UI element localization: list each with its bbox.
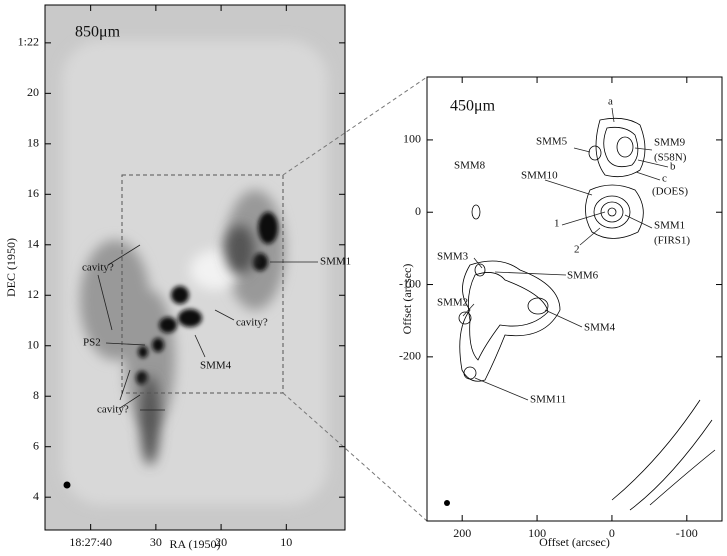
plot-frame: [426, 76, 723, 522]
panel-title: 450μm: [450, 98, 496, 115]
annotation: SMM9: [654, 137, 686, 149]
y-axis-label: DEC (1950): [4, 238, 18, 297]
grayscale-image: [45, 5, 345, 530]
annotation: SMM11: [530, 394, 566, 406]
annotation: PS2: [83, 337, 101, 349]
y-tick-label: 20: [27, 85, 39, 99]
annotation: cavity?: [82, 262, 114, 274]
pointers: [462, 107, 669, 401]
annotation: SMM8: [454, 160, 486, 172]
annotation: SMM10: [521, 170, 558, 182]
y-tick-label: 18: [27, 136, 39, 150]
annotation: SMM5: [536, 136, 568, 148]
x-tick-label: 20: [215, 535, 227, 549]
annotation: SMM4: [200, 360, 232, 372]
y-tick-label: 8: [33, 388, 39, 402]
annotation: SMM1: [654, 220, 685, 232]
y-tick-label: 100: [403, 132, 421, 146]
x-tick-label: 30: [150, 535, 162, 549]
x-axis-label: Offset (arcsec): [539, 535, 610, 549]
y-tick-label: 14: [27, 237, 39, 251]
x-tick-label: -100: [676, 526, 698, 540]
annotation: (DOES): [652, 186, 688, 198]
annotation: SMM3: [437, 251, 469, 263]
annotation: 1: [554, 218, 560, 230]
annotation: (FIRS1): [654, 235, 690, 247]
y-tick-label: -200: [399, 349, 421, 363]
y-axis-label: Offset (arcsec): [400, 264, 414, 335]
panel-title: 850μm: [75, 24, 121, 41]
y-tick-label: 16: [27, 186, 39, 200]
annotation: cavity?: [236, 317, 268, 329]
annotation: cavity?: [97, 404, 129, 416]
plot-frame: [44, 4, 346, 531]
annotation: SMM4: [584, 322, 616, 334]
y-tick-label: 6: [33, 438, 39, 452]
y-tick-label: 0: [415, 204, 421, 218]
x-tick-label: 0: [609, 526, 615, 540]
annotation: SMM6: [567, 270, 599, 282]
x-tick-label: 100: [528, 526, 546, 540]
y-tick-label: 10: [27, 337, 39, 351]
x-tick-label: 200: [453, 526, 471, 540]
y-tick-label: -100: [399, 276, 421, 290]
annotation: c: [662, 173, 667, 185]
zoom-box: [121, 174, 284, 394]
x-tick-label: 18:27:40: [69, 535, 112, 549]
y-tick-label: 1:22: [18, 35, 39, 49]
x-axis-label: RA (1950): [170, 537, 221, 551]
annotation: SMM2: [437, 297, 468, 309]
zoom-line: [282, 76, 428, 176]
contour-map: [444, 117, 716, 511]
annotation: SMM1: [320, 256, 351, 268]
pointers: [97, 244, 318, 411]
annotation: b: [670, 161, 676, 173]
annotation: a: [608, 96, 613, 108]
x-tick-label: 10: [280, 535, 292, 549]
y-tick-label: 12: [27, 287, 39, 301]
annotation: 2: [574, 244, 580, 256]
annotation: (S58N): [654, 152, 687, 164]
y-tick-label: 4: [33, 489, 39, 503]
